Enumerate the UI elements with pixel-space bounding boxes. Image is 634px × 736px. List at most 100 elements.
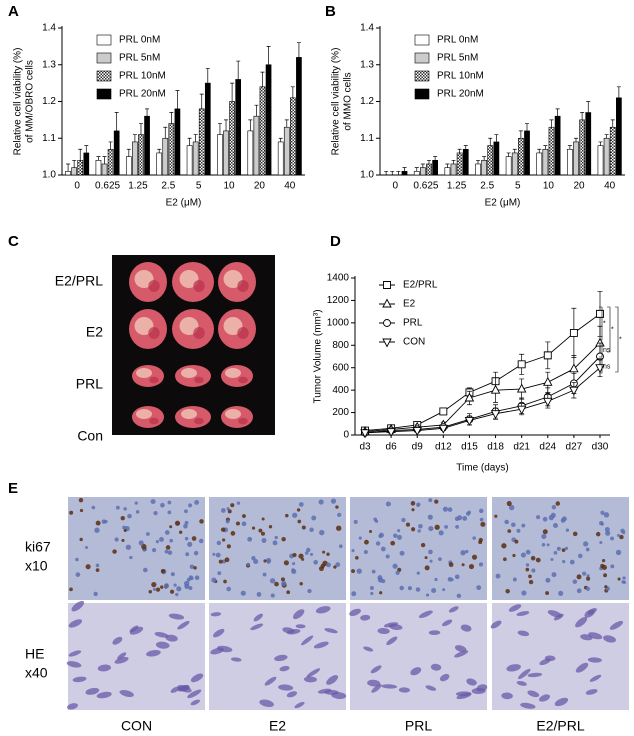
- y-tick-label: 1.3: [360, 59, 374, 70]
- nucleus: [471, 554, 478, 560]
- nucleus: [169, 589, 175, 594]
- error-bar: [187, 137, 192, 146]
- nucleus: [466, 678, 477, 686]
- bar: [511, 152, 518, 176]
- nucleus: [600, 510, 605, 515]
- nucleus: [173, 583, 177, 587]
- error-bar: [266, 46, 271, 65]
- nucleus: [263, 559, 267, 563]
- nucleus: [582, 571, 587, 576]
- x-axis-label: E2 (μM): [485, 198, 521, 209]
- error-bar: [537, 148, 542, 153]
- x-tick-label: 1.25: [447, 181, 467, 192]
- nucleus: [393, 533, 398, 538]
- error-bar: [518, 130, 523, 139]
- bar: [420, 167, 426, 176]
- nucleus: [617, 533, 621, 537]
- nucleus: [490, 620, 502, 629]
- bar: [125, 156, 132, 176]
- nucleus: [503, 557, 507, 562]
- nucleus: [425, 685, 437, 691]
- bar: [229, 101, 235, 176]
- nucleus: [227, 509, 232, 514]
- nucleus: [95, 563, 100, 568]
- nucleus: [512, 553, 516, 558]
- nucleus: [479, 517, 484, 522]
- bar: [204, 82, 211, 176]
- nucleus: [264, 676, 277, 686]
- nucleus: [511, 522, 516, 528]
- bar: [456, 152, 463, 176]
- error-bar: [586, 101, 591, 113]
- error-bar: [199, 93, 204, 109]
- x-tick-label: 1.25: [128, 181, 148, 192]
- nucleus: [69, 587, 73, 592]
- nucleus: [587, 657, 602, 663]
- nucleus: [603, 573, 608, 578]
- nucleus: [96, 691, 112, 699]
- bar: [107, 148, 114, 176]
- legend-swatch: [96, 88, 112, 100]
- line: [364, 342, 601, 433]
- nucleus: [185, 552, 190, 557]
- nucleus: [216, 645, 233, 653]
- nucleus: [514, 539, 519, 544]
- nucleus: [369, 529, 373, 533]
- nucleus: [223, 579, 227, 584]
- nucleus: [555, 501, 561, 506]
- nucleus: [120, 515, 125, 521]
- error-bar: [224, 119, 229, 131]
- nucleus: [191, 536, 197, 541]
- error-bar: [254, 104, 259, 117]
- nucleus: [318, 566, 324, 572]
- nucleus: [326, 675, 339, 685]
- nucleus: [170, 686, 180, 693]
- bracket: [607, 306, 611, 353]
- nucleus: [425, 593, 430, 597]
- nucleus: [462, 516, 468, 521]
- marker: [439, 407, 448, 416]
- bracket: [599, 342, 603, 358]
- x-tick-label: 2.5: [161, 181, 175, 192]
- nucleus: [370, 591, 374, 596]
- y-tick-label: 0: [343, 430, 349, 441]
- nucleus: [576, 588, 582, 594]
- nucleus: [363, 646, 374, 652]
- nucleus: [562, 559, 566, 564]
- nucleus: [430, 663, 442, 671]
- nucleus: [268, 525, 273, 529]
- nucleus: [494, 514, 498, 518]
- nucleus: [601, 564, 607, 570]
- nucleus: [525, 567, 530, 572]
- legend-swatch: [414, 88, 430, 100]
- bar: [156, 152, 163, 176]
- nucleus: [516, 680, 527, 686]
- nucleus: [114, 537, 119, 542]
- marker: [490, 384, 501, 394]
- nucleus: [72, 676, 87, 683]
- nucleus: [583, 541, 589, 547]
- nucleus: [281, 536, 286, 542]
- nucleus: [457, 515, 463, 521]
- nucleus: [242, 514, 246, 518]
- nucleus: [280, 577, 285, 582]
- legend-label: PRL 5nM: [437, 53, 478, 64]
- nucleus: [552, 522, 558, 529]
- nucleus: [349, 608, 361, 616]
- nucleus: [455, 525, 460, 529]
- tumor-spot: [238, 376, 248, 384]
- nucleus: [85, 687, 100, 695]
- x-tick-label: 10: [543, 181, 555, 192]
- error-bar: [567, 145, 572, 150]
- nucleus: [541, 542, 546, 547]
- nucleus: [333, 565, 337, 569]
- x-axis-label: Time (days): [456, 463, 508, 474]
- nucleus: [431, 588, 437, 594]
- nucleus: [292, 512, 298, 518]
- nucleus: [71, 600, 85, 612]
- line: [364, 313, 601, 431]
- nucleus: [351, 569, 356, 574]
- nucleus: [188, 586, 193, 591]
- tumor-highlight: [136, 368, 152, 378]
- bar: [462, 148, 469, 176]
